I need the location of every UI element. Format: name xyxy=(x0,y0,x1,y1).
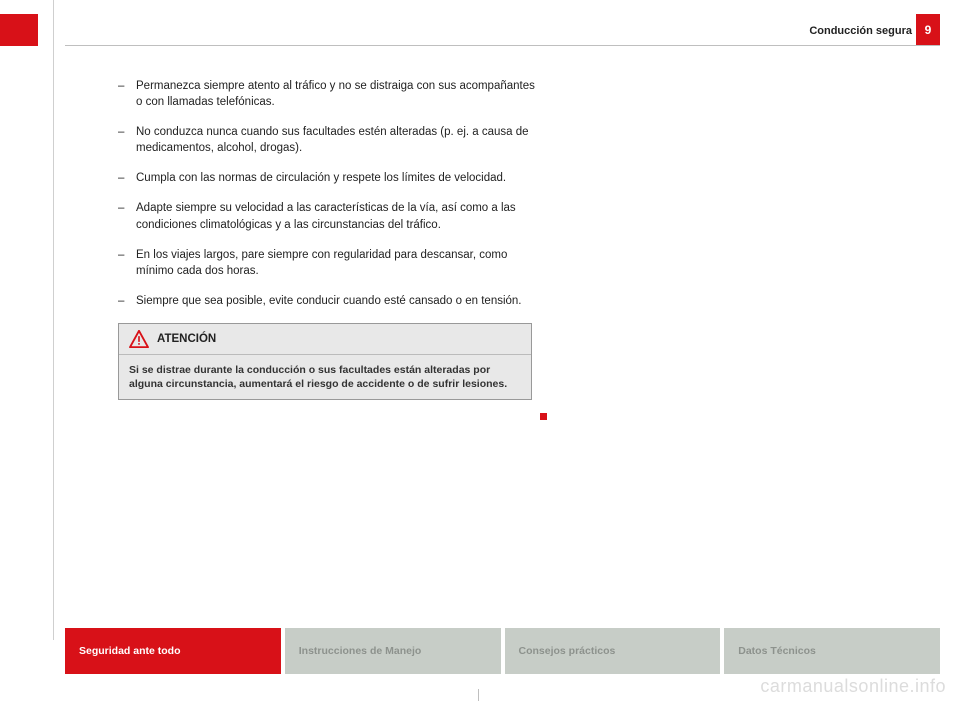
list-item-text: En los viajes largos, pare siempre con r… xyxy=(136,247,538,279)
bottom-tabs: Seguridad ante todo Instrucciones de Man… xyxy=(65,628,940,674)
tab-instrucciones[interactable]: Instrucciones de Manejo xyxy=(285,628,501,674)
warning-triangle-icon xyxy=(129,330,149,348)
list-item-text: Cumpla con las normas de circulación y r… xyxy=(136,170,538,186)
section-title: Conducción segura xyxy=(809,25,912,37)
list-item: –Siempre que sea posible, evite conducir… xyxy=(118,293,538,309)
watermark-text: carmanualsonline.info xyxy=(760,676,946,697)
warning-box: ATENCIÓN Si se distrae durante la conduc… xyxy=(118,323,532,400)
list-item: –Cumpla con las normas de circulación y … xyxy=(118,170,538,186)
list-item-text: Permanezca siempre atento al tráfico y n… xyxy=(136,78,538,110)
warning-label: ATENCIÓN xyxy=(157,331,216,347)
left-vertical-divider xyxy=(53,0,54,640)
warning-body: Si se distrae durante la conducción o su… xyxy=(119,355,531,399)
tab-datos[interactable]: Datos Técnicos xyxy=(724,628,940,674)
bottom-center-tick xyxy=(478,689,479,701)
bullet-list: –Permanezca siempre atento al tráfico y … xyxy=(118,78,538,309)
list-item-text: No conduzca nunca cuando sus facultades … xyxy=(136,124,538,156)
left-red-accent xyxy=(0,14,38,46)
list-item: –Adapte siempre su velocidad a las carac… xyxy=(118,200,538,232)
page-number: 9 xyxy=(916,14,940,46)
list-item-text: Siempre que sea posible, evite conducir … xyxy=(136,293,538,309)
list-item: –No conduzca nunca cuando sus facultades… xyxy=(118,124,538,156)
tab-consejos[interactable]: Consejos prácticos xyxy=(505,628,721,674)
list-item: –En los viajes largos, pare siempre con … xyxy=(118,247,538,279)
tab-seguridad[interactable]: Seguridad ante todo xyxy=(65,628,281,674)
section-end-marker xyxy=(540,413,547,420)
list-item-text: Adapte siempre su velocidad a las caract… xyxy=(136,200,538,232)
header-rule xyxy=(65,45,940,46)
warning-header: ATENCIÓN xyxy=(119,324,531,355)
list-item: –Permanezca siempre atento al tráfico y … xyxy=(118,78,538,110)
main-content: –Permanezca siempre atento al tráfico y … xyxy=(118,78,538,400)
